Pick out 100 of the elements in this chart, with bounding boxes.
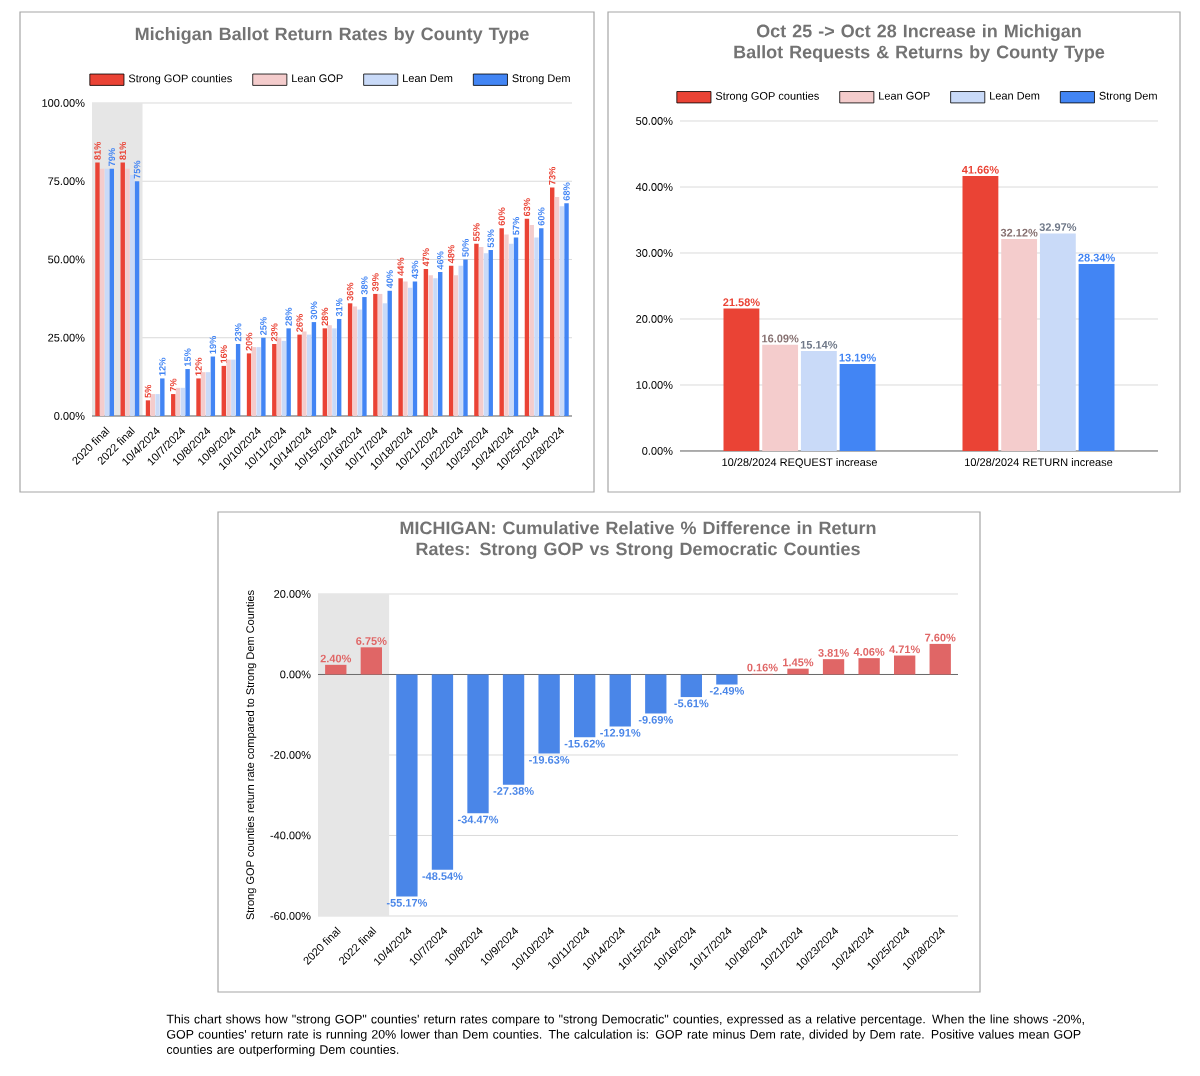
bar <box>858 658 880 675</box>
bar <box>175 387 181 416</box>
bar <box>306 334 312 416</box>
bar <box>538 674 560 754</box>
bar <box>352 306 358 416</box>
bar <box>822 659 845 675</box>
bar <box>100 168 105 416</box>
bar <box>130 174 135 416</box>
data-label: 6.75% <box>356 637 387 645</box>
data-label: 44% <box>397 257 404 276</box>
bar <box>251 347 257 416</box>
bar <box>180 387 186 416</box>
y-tick-label: 0.00% <box>642 447 673 455</box>
data-label: -34.47% <box>457 815 499 824</box>
data-label: 15.14% <box>800 340 838 349</box>
chart-title: MICHIGAN: Cumulative Relative % Difference in Return Rates: Strong GOP vs Strong Democratic Counties <box>400 521 876 559</box>
bar <box>433 278 438 416</box>
data-label: 28% <box>285 307 292 326</box>
bar <box>453 275 459 416</box>
data-label: 73% <box>548 166 556 185</box>
y-tick-label: 10.00% <box>636 381 673 389</box>
bar <box>235 344 241 416</box>
bar <box>104 168 110 416</box>
data-label: 31% <box>335 298 343 317</box>
data-label: 81% <box>94 141 101 160</box>
bar <box>962 176 999 451</box>
legend-label: Lean GOP <box>879 91 930 100</box>
bar <box>357 309 362 416</box>
bar <box>483 253 489 416</box>
data-label: 79% <box>108 148 116 166</box>
y-tick-label: 0.00% <box>280 670 311 679</box>
data-label: -9.69% <box>638 715 673 724</box>
bar <box>311 322 317 416</box>
y-tick-label: 50.00% <box>48 255 85 264</box>
data-label: 28% <box>321 307 329 326</box>
bar <box>504 234 509 416</box>
bar <box>609 674 631 727</box>
bar <box>398 278 403 416</box>
bar <box>377 293 383 416</box>
bar <box>488 250 493 416</box>
bar <box>171 394 176 416</box>
bar <box>373 293 378 416</box>
y-tick-label: 0.00% <box>54 412 85 420</box>
data-label: 5% <box>144 384 152 398</box>
data-label: 50% <box>462 238 469 257</box>
data-label: 46% <box>436 251 444 270</box>
bar <box>347 303 353 416</box>
legend-label: Lean Dem <box>990 91 1040 100</box>
data-label: 19% <box>209 335 217 354</box>
data-label: 16.09% <box>762 334 799 343</box>
bar <box>839 363 876 451</box>
data-label: -2.49% <box>709 686 745 695</box>
y-tick-label: 100.00% <box>42 99 85 107</box>
bar <box>762 344 799 451</box>
bar <box>499 228 504 416</box>
data-label: -5.61% <box>674 699 709 708</box>
bar <box>564 203 569 416</box>
bar <box>226 359 231 416</box>
data-label: -19.63% <box>529 755 570 764</box>
data-label: -27.38% <box>493 787 534 795</box>
data-label: 15% <box>184 348 191 367</box>
data-label: -15.62% <box>564 739 605 748</box>
bar <box>539 228 544 416</box>
legend-label: Strong GOP counties <box>715 91 819 102</box>
bar <box>276 337 282 416</box>
bar <box>403 281 408 416</box>
y-tick-label: -60.00% <box>270 912 311 920</box>
bar <box>272 344 277 416</box>
data-label: 40% <box>386 270 393 289</box>
data-label: 81% <box>119 141 126 160</box>
bar <box>185 369 190 416</box>
bar <box>155 394 160 416</box>
chart-title: Oct 25 -> Oct 28 Increase in Michigan Ballot Requests & Returns by County Type <box>734 24 1105 62</box>
bar <box>134 181 140 416</box>
y-tick-label: 75.00% <box>48 177 85 186</box>
bar <box>196 378 201 416</box>
bar <box>463 259 468 416</box>
bar <box>201 372 206 416</box>
bar <box>360 647 383 675</box>
bar <box>407 287 413 416</box>
bar <box>205 372 211 416</box>
bar <box>502 674 525 785</box>
bar <box>438 272 443 416</box>
data-label: -48.54% <box>422 872 463 881</box>
bar <box>448 265 454 416</box>
data-label: 38% <box>361 276 368 295</box>
bar <box>109 168 115 416</box>
bar <box>645 674 667 714</box>
bar <box>145 400 151 416</box>
data-label: 26% <box>296 314 303 332</box>
y-tick-label: 30.00% <box>636 249 673 257</box>
bar <box>428 275 433 416</box>
data-label: 2.40% <box>320 654 352 663</box>
data-label: 75% <box>133 160 141 179</box>
bar <box>1039 233 1076 451</box>
bar <box>716 674 738 685</box>
bar <box>281 340 287 416</box>
bar <box>120 162 125 416</box>
bar <box>302 331 307 416</box>
bar <box>125 168 130 416</box>
